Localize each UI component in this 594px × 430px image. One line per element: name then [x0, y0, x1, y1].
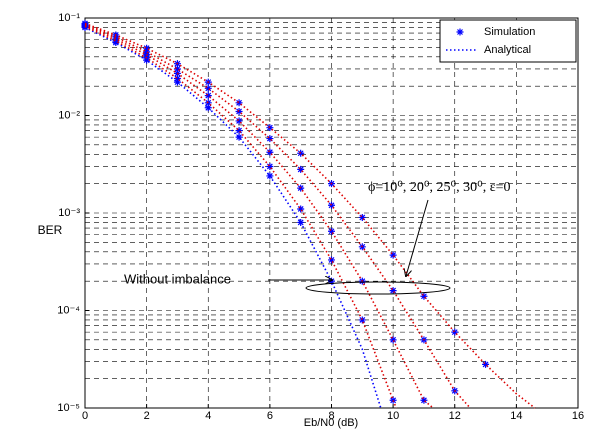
marker	[389, 251, 397, 259]
marker	[358, 316, 366, 324]
y-axis-label: BER	[38, 223, 63, 237]
marker	[81, 19, 89, 27]
annotation: ϕ=10⁰, 20⁰, 25⁰, 30⁰, ε=0	[368, 180, 511, 195]
line	[84, 23, 471, 409]
arrow	[406, 199, 429, 276]
line	[84, 25, 397, 409]
x-tick-label: 8	[328, 410, 334, 422]
x-tick-label: 12	[449, 410, 461, 422]
x-tick-label: 14	[510, 410, 522, 422]
line	[84, 24, 434, 409]
y-tick-label: 10⁻²	[58, 109, 80, 121]
marker	[235, 133, 243, 141]
marker	[358, 213, 366, 221]
x-tick-label: 0	[82, 410, 88, 422]
legend-marker	[456, 28, 464, 36]
marker	[143, 44, 151, 52]
marker	[266, 172, 274, 180]
x-tick-label: 4	[205, 410, 211, 422]
marker	[297, 218, 305, 226]
line	[84, 22, 536, 409]
legend-label: Simulation	[484, 26, 535, 38]
marker	[420, 396, 428, 404]
marker	[266, 135, 274, 143]
marker	[297, 149, 305, 157]
marker	[328, 201, 335, 209]
y-tick-label: 10⁻³	[58, 207, 80, 219]
marker	[420, 292, 428, 300]
legend-label: Analytical	[484, 44, 531, 56]
marker	[389, 336, 397, 344]
legend-box	[439, 19, 577, 63]
marker	[266, 124, 274, 132]
y-tick-label: 10⁻¹	[58, 12, 80, 24]
y-tick-label: 10⁻⁴	[57, 304, 80, 316]
marker	[204, 104, 212, 112]
marker	[297, 165, 305, 173]
marker	[266, 148, 274, 156]
marker	[389, 287, 397, 295]
x-tick-label: 10	[387, 410, 399, 422]
marker	[143, 48, 151, 56]
marker	[482, 360, 490, 368]
marker	[204, 92, 212, 100]
ellipse	[305, 281, 451, 295]
marker	[235, 99, 243, 107]
x-axis-label: Eb/N0 (dB)	[304, 417, 358, 429]
x-tick-label: 6	[267, 410, 273, 422]
marker	[235, 117, 243, 125]
marker	[297, 205, 305, 213]
marker	[389, 396, 397, 404]
marker	[173, 78, 181, 86]
marker	[451, 328, 459, 336]
marker	[235, 107, 243, 115]
marker	[173, 74, 181, 82]
annotation: Without imbalance	[124, 271, 231, 286]
y-tick-label: 10⁻⁵	[57, 402, 80, 414]
marker	[204, 99, 212, 107]
x-tick-label: 2	[144, 410, 150, 422]
marker	[204, 84, 212, 92]
marker	[235, 127, 243, 135]
marker	[328, 227, 335, 235]
marker	[173, 65, 181, 73]
x-tick-label: 16	[572, 410, 584, 422]
marker	[328, 256, 335, 264]
marker	[266, 162, 274, 170]
